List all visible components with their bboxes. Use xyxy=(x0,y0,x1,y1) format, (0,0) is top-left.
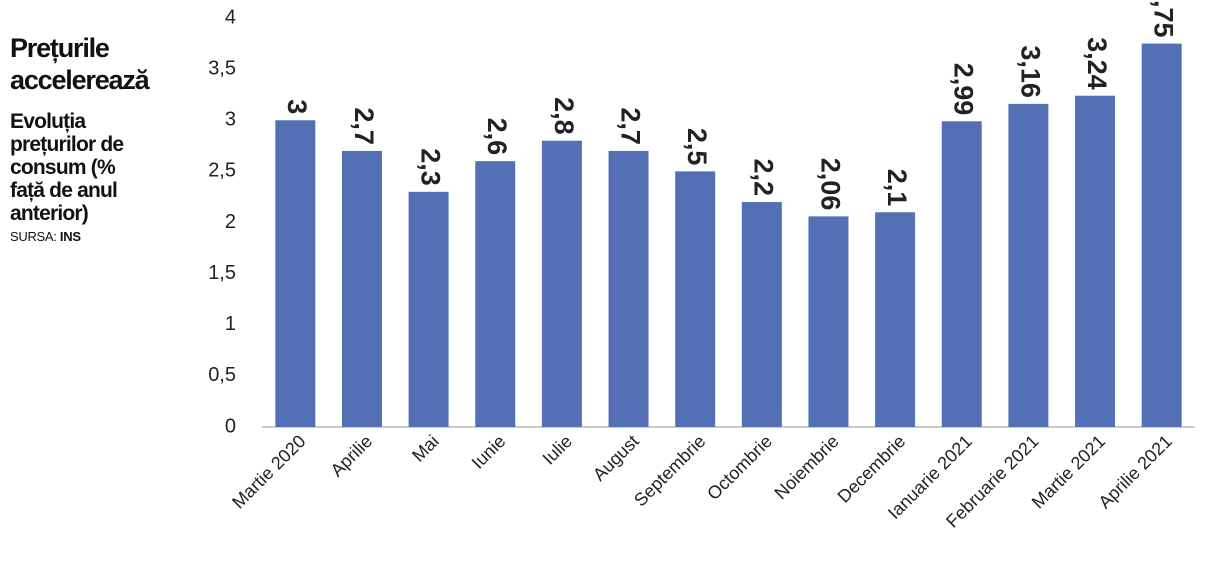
value-label: 3,75 xyxy=(1149,0,1179,38)
y-tick-label: 2 xyxy=(225,211,236,233)
bar xyxy=(675,171,716,427)
value-label: 2,6 xyxy=(482,118,512,156)
source-label: SURSA: xyxy=(10,229,57,244)
y-tick-label: 3,5 xyxy=(208,57,236,79)
bar xyxy=(1075,95,1116,428)
bar xyxy=(941,121,982,428)
value-label: 2,06 xyxy=(815,158,845,211)
x-tick-label: Mai xyxy=(408,431,443,466)
bar xyxy=(741,202,782,427)
value-label: 2,5 xyxy=(682,128,712,166)
y-tick-label: 1 xyxy=(225,313,236,335)
x-tick-label: Iulie xyxy=(539,431,576,468)
bar xyxy=(541,140,582,427)
value-label: 2,2 xyxy=(749,159,779,197)
bar xyxy=(808,216,849,427)
source: SURSA: INS xyxy=(10,229,200,244)
value-label: 2,8 xyxy=(549,97,579,135)
y-tick-label: 0 xyxy=(225,415,236,437)
y-tick-label: 3 xyxy=(225,109,236,131)
x-tick-label: Martie 2020 xyxy=(228,431,309,512)
chart-title: Prețurile accelerează xyxy=(10,33,150,95)
value-label: 2,1 xyxy=(882,169,912,207)
x-tick-label: Octombrie xyxy=(703,431,776,504)
value-label: 3,24 xyxy=(1082,37,1112,90)
x-tick-label: Iunie xyxy=(468,431,510,473)
y-tick-label: 1,5 xyxy=(208,262,236,284)
y-tick-label: 2,5 xyxy=(208,160,236,182)
bar xyxy=(1008,103,1049,427)
bar xyxy=(608,150,649,428)
x-tick-label: Septembrie xyxy=(630,431,709,510)
x-tick-label: August xyxy=(589,431,643,485)
bar xyxy=(275,120,316,427)
x-tick-label: Noiembrie xyxy=(771,431,843,503)
y-tick-label: 0,5 xyxy=(208,364,236,386)
value-label: 2,7 xyxy=(615,107,645,145)
chart-subtitle: Evoluția prețurilor de consum (% față de… xyxy=(10,110,124,225)
value-label: 2,99 xyxy=(949,63,979,116)
bar xyxy=(475,161,516,427)
value-label: 2,7 xyxy=(349,107,379,145)
y-tick-label: 4 xyxy=(225,6,236,28)
value-label: 2,3 xyxy=(415,148,445,186)
side-panel: Prețurile accelerează Evoluția prețurilo… xyxy=(10,32,200,244)
bar xyxy=(875,212,916,427)
bar xyxy=(341,150,382,428)
bar xyxy=(1141,43,1182,427)
value-label: 3 xyxy=(282,99,312,114)
value-label: 3,16 xyxy=(1015,45,1045,98)
source-value: INS xyxy=(59,229,81,244)
bar xyxy=(408,191,449,427)
x-tick-label: Aprilie xyxy=(327,431,377,481)
